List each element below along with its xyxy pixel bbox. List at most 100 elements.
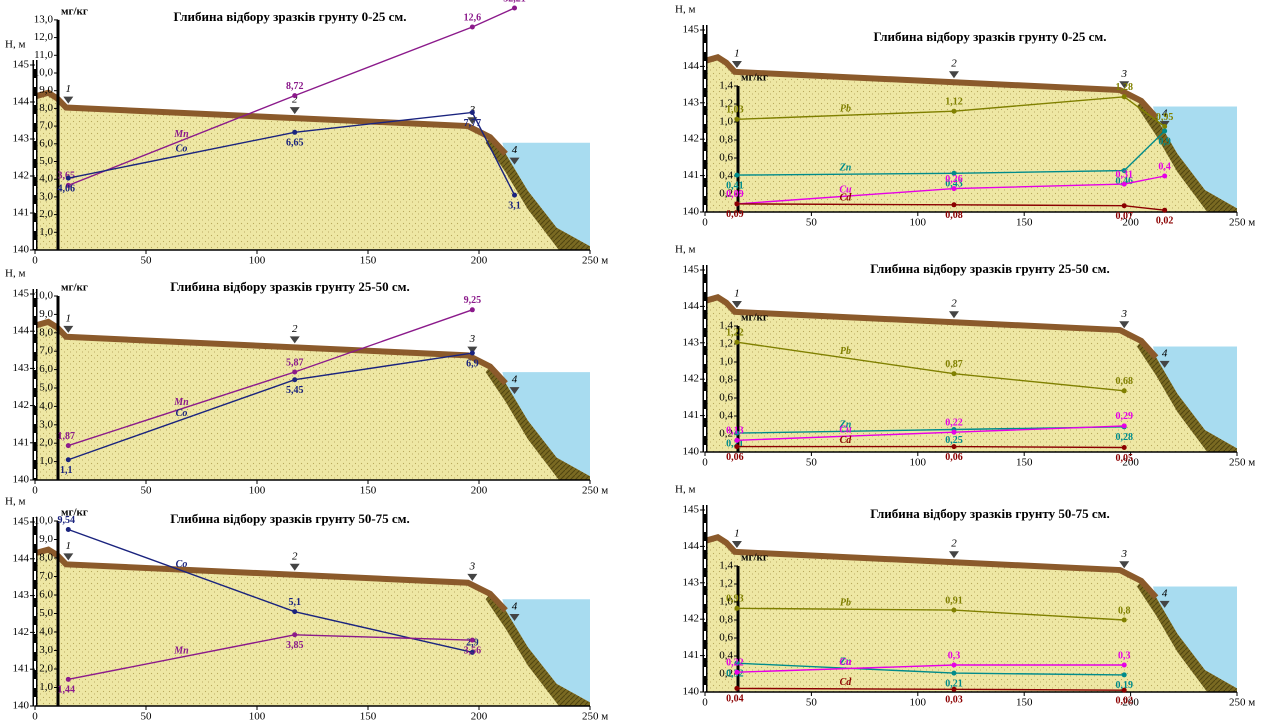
data-point — [734, 670, 739, 675]
y-tick-label: 140 — [683, 686, 700, 698]
data-point — [734, 606, 739, 611]
station-label: 4 — [512, 374, 518, 386]
data-label: 0,68 — [1115, 376, 1133, 387]
y2-tick-label: 1,2 — [719, 338, 733, 350]
data-label: 0,3 — [948, 650, 961, 661]
y-axis-title: H, м — [675, 4, 695, 16]
y-tick-label: 143 — [683, 96, 700, 108]
y-axis-title: H, м — [5, 39, 25, 51]
data-label: 0,91 — [945, 595, 963, 606]
x-tick-label: 0 — [32, 711, 38, 723]
data-point — [734, 438, 739, 443]
data-label: 0,08 — [945, 210, 963, 221]
y2-tick-label: 1,2 — [719, 578, 733, 590]
x-tick-label: 50 — [806, 457, 818, 469]
series-name: Cu — [839, 425, 852, 436]
y-tick-label: 143 — [13, 362, 30, 374]
data-label: 0,06 — [726, 452, 744, 463]
series-name: Mn — [173, 129, 189, 140]
data-label: 0,31 — [1115, 169, 1133, 180]
data-label: 0,87 — [945, 359, 963, 370]
data-label: 0,06 — [945, 452, 963, 463]
station-marker — [949, 551, 959, 558]
y-tick-label: 142 — [683, 613, 700, 625]
x-tick-label: 200 — [471, 711, 488, 723]
data-point — [951, 202, 956, 207]
station-label: 1 — [734, 527, 740, 539]
station-label: 1 — [66, 540, 72, 552]
station-marker — [949, 71, 959, 78]
data-label: 0,3 — [1118, 650, 1131, 661]
y2-tick-label: 0,4 — [719, 410, 733, 422]
station-label: 1 — [734, 287, 740, 299]
x-tick-label: 0 — [32, 255, 38, 267]
y-tick-label: 142 — [683, 133, 700, 145]
data-point — [734, 340, 739, 345]
data-label: 0,32 — [726, 668, 744, 679]
data-point — [470, 351, 475, 356]
chart-title: Глибина відбору зразків грунту 25-50 см. — [170, 279, 410, 294]
y2-tick-label: 3,0 — [39, 418, 53, 430]
series-name: Pb — [840, 597, 851, 608]
x-tick-label: 50 — [806, 697, 818, 709]
x-tick-label: 100 — [910, 457, 927, 469]
data-point — [292, 93, 297, 98]
y-tick-label: 140 — [683, 446, 700, 458]
station-marker — [290, 336, 300, 343]
y2-axis-title: мг/кг — [741, 72, 768, 84]
y-tick-label: 143 — [13, 133, 30, 145]
y-tick-label: 140 — [13, 244, 30, 256]
data-point — [470, 24, 475, 29]
x-tick-label: 250 м — [582, 485, 608, 497]
data-point — [951, 608, 956, 613]
x-tick-label: 0 — [702, 697, 708, 709]
data-point — [951, 687, 956, 692]
chart-title: Глибина відбору зразків грунту 0-25 см. — [173, 9, 406, 24]
data-label: 1,22 — [726, 327, 744, 338]
data-point — [734, 686, 739, 691]
y2-tick-label: 2,0 — [39, 208, 53, 220]
x-tick-label: 150 — [360, 711, 377, 723]
panel: H, м140141142143144145050100150200250 мм… — [675, 4, 1255, 229]
y2-tick-label: 8,0 — [39, 102, 53, 114]
y2-tick-label: 5,0 — [39, 607, 53, 619]
y-tick-label: 145 — [683, 504, 700, 516]
x-tick-label: 150 — [1016, 217, 1033, 229]
data-point — [1162, 208, 1167, 213]
data-label: 1,28 — [1115, 82, 1133, 93]
data-point — [66, 176, 71, 181]
data-label: 0,09 — [726, 189, 744, 200]
station-label: 3 — [469, 560, 476, 572]
y2-tick-label: 0,8 — [719, 134, 733, 146]
series-name: Co — [176, 144, 188, 155]
y-tick-label: 145 — [13, 59, 30, 71]
data-point — [66, 677, 71, 682]
y2-tick-label: 1,0 — [39, 681, 53, 693]
data-point — [1162, 129, 1167, 134]
y-tick-label: 145 — [13, 516, 30, 528]
y2-tick-label: 9,0 — [39, 533, 53, 545]
series-name: Zn — [839, 162, 852, 173]
station-label: 2 — [292, 323, 298, 335]
x-tick-label: 150 — [1016, 697, 1033, 709]
data-point — [734, 201, 739, 206]
station-marker — [290, 564, 300, 571]
data-label: 0,29 — [1115, 411, 1133, 422]
y2-tick-label: 3,0 — [39, 644, 53, 656]
data-point — [470, 110, 475, 115]
data-point — [512, 193, 517, 198]
data-label: 3,65 — [58, 171, 76, 182]
x-tick-label: 50 — [141, 485, 153, 497]
y2-tick-label: 11,0 — [34, 49, 53, 61]
station-label: 1 — [66, 83, 72, 95]
y-axis-title: H, м — [675, 484, 695, 496]
data-point — [1122, 182, 1127, 187]
data-point — [66, 527, 71, 532]
data-point — [734, 444, 739, 449]
data-point — [951, 186, 956, 191]
y-tick-label: 140 — [683, 206, 700, 218]
y2-tick-label: 6,0 — [39, 589, 53, 601]
y2-tick-label: 1,0 — [39, 455, 53, 467]
data-point — [1122, 388, 1127, 393]
